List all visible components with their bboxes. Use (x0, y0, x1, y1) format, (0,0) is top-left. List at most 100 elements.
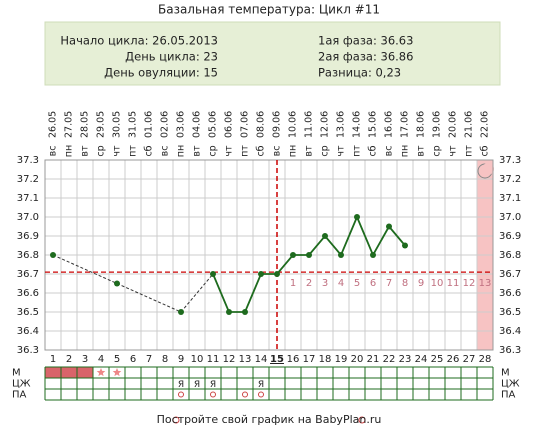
date-label: 29.05 (96, 111, 107, 138)
date-label: 07.06 (240, 111, 251, 138)
weekday-label: пн (400, 145, 411, 157)
day-label: 28 (479, 354, 492, 365)
day-label: 2 (66, 354, 72, 365)
day-label: 21 (367, 354, 380, 365)
date-label: 10.06 (288, 111, 299, 138)
day-label: 7 (146, 354, 152, 365)
y-tick-label-right: 37.2 (499, 174, 521, 185)
row-label-right: ЦЖ (501, 379, 520, 390)
info-left: День цикла: 23 (125, 50, 218, 64)
weekday-label: пт (240, 145, 251, 157)
weekday-label: пт (352, 145, 363, 157)
day-label: 3 (82, 354, 88, 365)
mucus-mark: Я (194, 380, 200, 390)
date-label: 21.06 (464, 111, 475, 138)
mucus-mark: Я (178, 380, 184, 390)
temp-point (178, 309, 184, 315)
footer-dot (358, 416, 366, 424)
day-label: 23 (399, 354, 412, 365)
luteal-day: 6 (370, 278, 376, 289)
day-label: 9 (178, 354, 184, 365)
day-label: 27 (463, 354, 476, 365)
day-label: 19 (335, 354, 348, 365)
date-label: 16.06 (384, 111, 395, 138)
row-label-right: ПА (501, 390, 516, 401)
pa-mark (210, 391, 216, 398)
weekday-label: вт (304, 145, 315, 157)
day-label: 15 (270, 354, 284, 365)
weekday-label: вс (48, 146, 59, 157)
date-label: 05.06 (208, 111, 219, 138)
weekday-label: вт (192, 145, 203, 157)
date-label: 09.06 (272, 111, 283, 138)
weekday-label: вс (160, 146, 171, 157)
date-label: 20.06 (448, 111, 459, 138)
temp-point (258, 271, 264, 277)
weekday-label: сб (256, 145, 267, 156)
y-tick-label-right: 36.7 (499, 269, 521, 280)
date-label: 01.06 (144, 111, 155, 138)
day-label: 24 (415, 354, 428, 365)
luteal-day: 11 (447, 278, 460, 289)
temp-point (338, 252, 344, 258)
temp-point (242, 309, 248, 315)
weekday-label: вс (272, 146, 283, 157)
day-label: 5 (114, 354, 120, 365)
day-label: 22 (383, 354, 396, 365)
period-cell (77, 367, 93, 378)
day-label: 10 (191, 354, 204, 365)
mucus-mark: Я (258, 380, 264, 390)
day-label: 16 (287, 354, 300, 365)
info-right: 2ая фаза: 36.86 (318, 50, 413, 64)
weekday-label: чт (224, 145, 235, 157)
date-label: 17.06 (400, 111, 411, 138)
date-label: 30.05 (112, 111, 123, 138)
temp-point (354, 214, 360, 220)
info-left: День овуляции: 15 (104, 66, 218, 80)
info-box (44, 21, 501, 86)
luteal-day: 7 (386, 278, 392, 289)
day-label: 26 (447, 354, 460, 365)
day-label: 1 (50, 354, 56, 365)
y-tick-label: 36.7 (17, 269, 39, 280)
moon-cut (482, 163, 494, 175)
period-cell (61, 367, 77, 378)
pa-mark (258, 391, 264, 398)
y-tick-label-right: 37.3 (499, 155, 521, 166)
weekday-label: пн (288, 145, 299, 157)
y-tick-label: 36.5 (17, 307, 39, 318)
weekday-label: сб (480, 145, 491, 156)
day-label: 8 (162, 354, 168, 365)
y-tick-label: 37.0 (17, 212, 39, 223)
day-label: 14 (255, 354, 268, 365)
weekday-label: чт (112, 145, 123, 157)
y-tick-label-right: 36.6 (499, 288, 521, 299)
date-label: 02.06 (160, 111, 171, 138)
y-tick-label: 37.1 (17, 193, 39, 204)
date-label: 31.05 (128, 111, 139, 138)
day-label: 17 (303, 354, 316, 365)
luteal-day: 10 (431, 278, 444, 289)
plot: Начало цикла: 26.05.2013 День цикла: 23 Де… (12, 34, 521, 427)
y-tick-label: 36.8 (17, 250, 39, 261)
day-label: 11 (207, 354, 220, 365)
y-tick-label-right: 36.9 (499, 231, 521, 242)
date-label: 13.06 (336, 111, 347, 138)
weekday-label: вс (384, 146, 395, 157)
star (96, 368, 106, 377)
weekday-label: ср (432, 145, 443, 156)
temp-point (50, 252, 56, 258)
date-label: 28.05 (80, 111, 91, 138)
gap-connector (180, 273, 214, 313)
day-label: 25 (431, 354, 444, 365)
temp-point (402, 242, 408, 249)
luteal-day: 8 (402, 278, 408, 289)
footer-dot (172, 416, 180, 424)
date-label: 19.06 (432, 111, 443, 138)
y-tick-label-right: 37.0 (499, 212, 521, 223)
mucus-mark: Я (210, 380, 216, 390)
temp-point (226, 309, 232, 315)
temp-point (274, 271, 280, 277)
day-label: 13 (239, 354, 252, 365)
